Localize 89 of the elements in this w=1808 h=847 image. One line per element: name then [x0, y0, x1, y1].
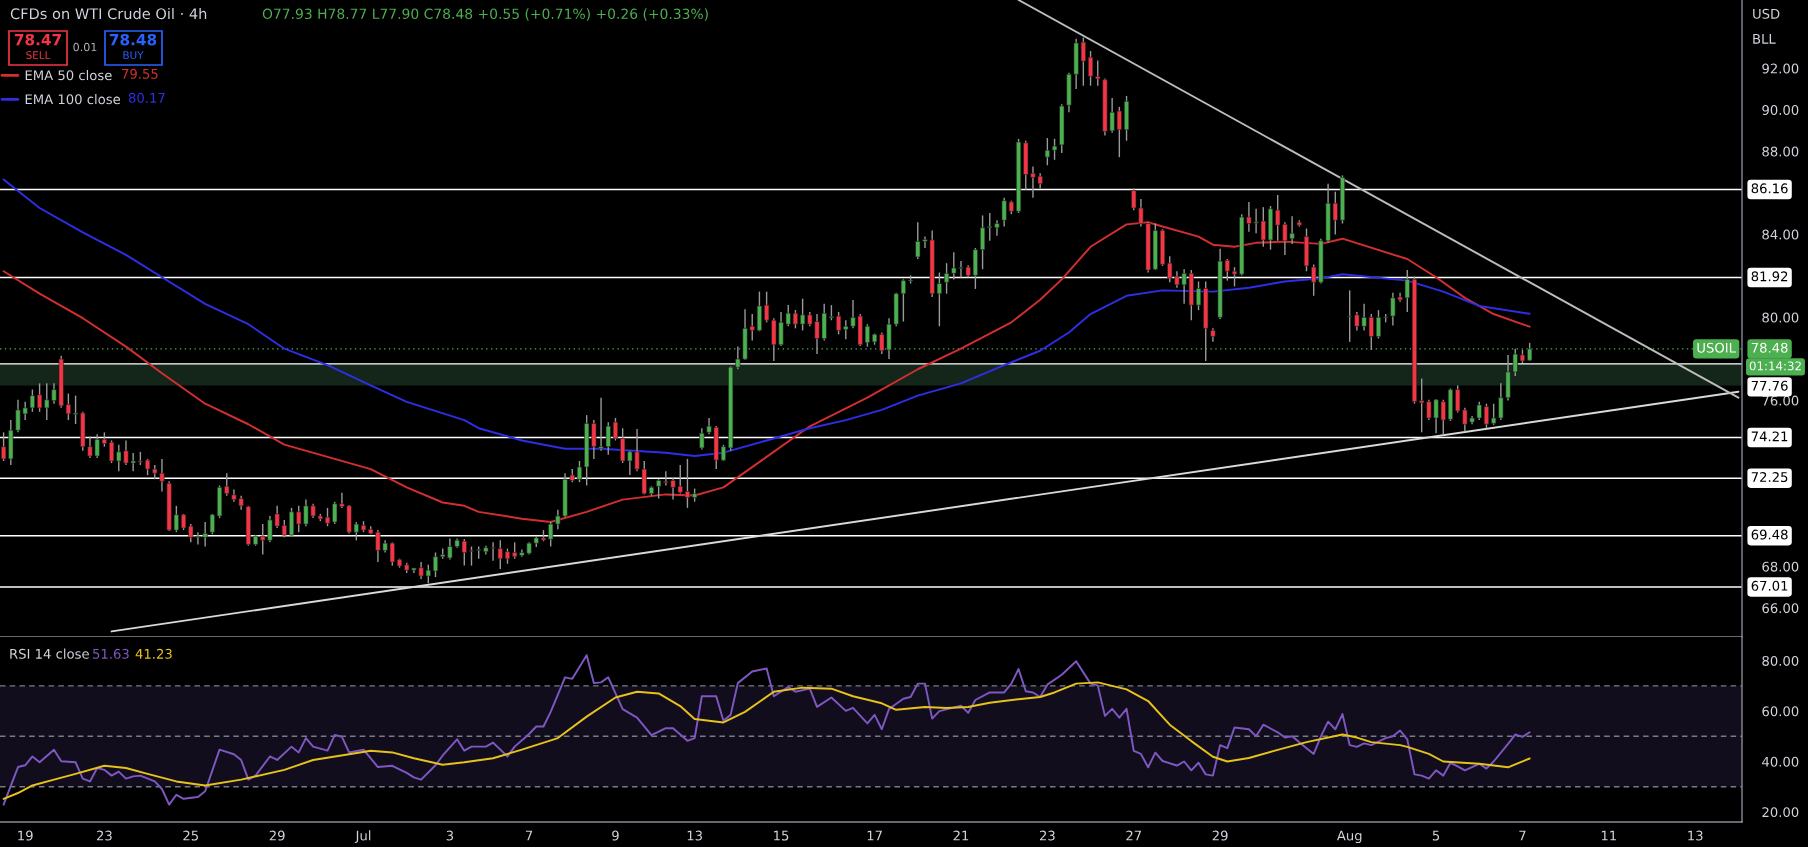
- x-tick-label: 23: [1039, 830, 1055, 841]
- candlestick: [836, 311, 842, 336]
- y-tick-label: 20.00: [1762, 807, 1799, 818]
- ref-line-label: 86.16: [1751, 183, 1788, 194]
- x-tick-label: 9: [612, 830, 619, 841]
- x-tick-label: Jul: [354, 830, 371, 843]
- candlestick: [684, 458, 690, 509]
- annotation: 0.01: [73, 42, 97, 52]
- chart-title: CFDs on WTI Crude Oil · 4h: [10, 7, 207, 20]
- x-tick-label: 7: [1519, 830, 1526, 841]
- legend-label: EMA 100 close: [25, 93, 121, 105]
- ref-line-label: 81.92: [1751, 271, 1788, 282]
- candlestick: [612, 417, 618, 442]
- x-tick-label: 15: [774, 830, 789, 841]
- x-tick-label: 3: [446, 830, 454, 841]
- annotation: O77.93 H78.77 L77.90 C78.48 +0.55 (+0.71%) +0.26 (+0.33%): [262, 8, 708, 21]
- annotation: 51.63: [93, 648, 129, 659]
- candlestick: [900, 278, 906, 323]
- text: BLL: [1753, 34, 1776, 44]
- ref-line-label: 72.25: [1751, 472, 1788, 483]
- candlestick: [65, 392, 71, 421]
- annotation: 79.55: [122, 68, 158, 79]
- x-tick-label: 21: [953, 830, 969, 841]
- candlestick: [432, 551, 439, 578]
- x-tick-label: 7: [525, 830, 533, 841]
- candlestick: [1, 431, 7, 462]
- candlestick: [699, 427, 705, 451]
- candlestick: [109, 439, 115, 464]
- annotation: 78.48: [109, 33, 157, 46]
- y-tick-label: 88.00: [1762, 146, 1799, 157]
- y-tick-label: 84.00: [1762, 229, 1799, 240]
- line-series: [2, 178, 1531, 457]
- x-tick-label: 25: [183, 830, 198, 841]
- x-tick-label: 17: [867, 830, 882, 841]
- candlestick: [1052, 138, 1058, 161]
- x-tick-label: 11: [1601, 830, 1617, 841]
- candlestick: [73, 394, 79, 425]
- candlestick: [1196, 280, 1202, 311]
- candlestick: [29, 388, 35, 413]
- annotation: 80.17: [128, 92, 165, 103]
- annotation: USOIL: [1697, 342, 1736, 353]
- annotation: 78.47: [14, 33, 61, 46]
- x-tick-label: 13: [1688, 830, 1703, 841]
- candlestick: [936, 271, 942, 327]
- y-tick-label: 76.00: [1762, 395, 1799, 406]
- x-tick-label: 29: [269, 830, 285, 841]
- y-tick-label: 90.00: [1762, 105, 1799, 115]
- annotation: 41.23: [135, 648, 172, 659]
- candlestick: [576, 460, 582, 483]
- x-tick-label: 19: [18, 830, 33, 841]
- ref-line-label: 67.01: [1751, 580, 1788, 591]
- candlestick: [1232, 266, 1238, 288]
- text: 01:14:32: [1749, 361, 1801, 371]
- x-tick-label: 29: [1212, 830, 1228, 841]
- annotation: BUY: [123, 51, 144, 60]
- y-tick-label: 80.00: [1762, 312, 1799, 323]
- annotation: SELL: [26, 51, 51, 60]
- ref-line-label: 77.76: [1751, 380, 1788, 391]
- candlestick: [944, 262, 950, 295]
- x-tick-label: 13: [687, 830, 702, 841]
- candlestick: [224, 472, 230, 497]
- candlestick: [1088, 50, 1094, 87]
- y-tick-label: 40.00: [1762, 756, 1799, 767]
- y-tick-label: 66.00: [1762, 603, 1799, 614]
- line-series: [2, 681, 1531, 800]
- candlestick: [289, 507, 295, 537]
- candlestick: [1375, 309, 1381, 340]
- candlestick: [1044, 137, 1050, 166]
- ref-line-label: 78.48: [1751, 342, 1788, 353]
- y-tick-label: 60.00: [1762, 706, 1799, 717]
- candlestick: [800, 297, 806, 332]
- candlestick: [1483, 403, 1489, 429]
- x-tick-label: 27: [1126, 830, 1142, 841]
- ref-line-label: 74.21: [1751, 431, 1788, 442]
- candlestick: [792, 309, 798, 330]
- x-tick-label: 5: [1432, 830, 1440, 841]
- text: RSI 14 close: [10, 648, 89, 659]
- ref-line-label: 69.48: [1751, 529, 1788, 540]
- y-tick-label: 80.00: [1762, 655, 1799, 666]
- candlestick: [325, 507, 331, 527]
- x-tick-label: 23: [96, 830, 112, 841]
- y-tick-label: 92.00: [1762, 63, 1799, 74]
- candlestick: [864, 323, 870, 348]
- y-tick-label: 68.00: [1762, 561, 1799, 572]
- text: USD: [1753, 8, 1780, 19]
- candlestick: [468, 545, 474, 567]
- x-tick-label: Aug: [1336, 830, 1362, 844]
- legend-label: EMA 50 close: [25, 70, 112, 81]
- candlestick: [980, 214, 986, 270]
